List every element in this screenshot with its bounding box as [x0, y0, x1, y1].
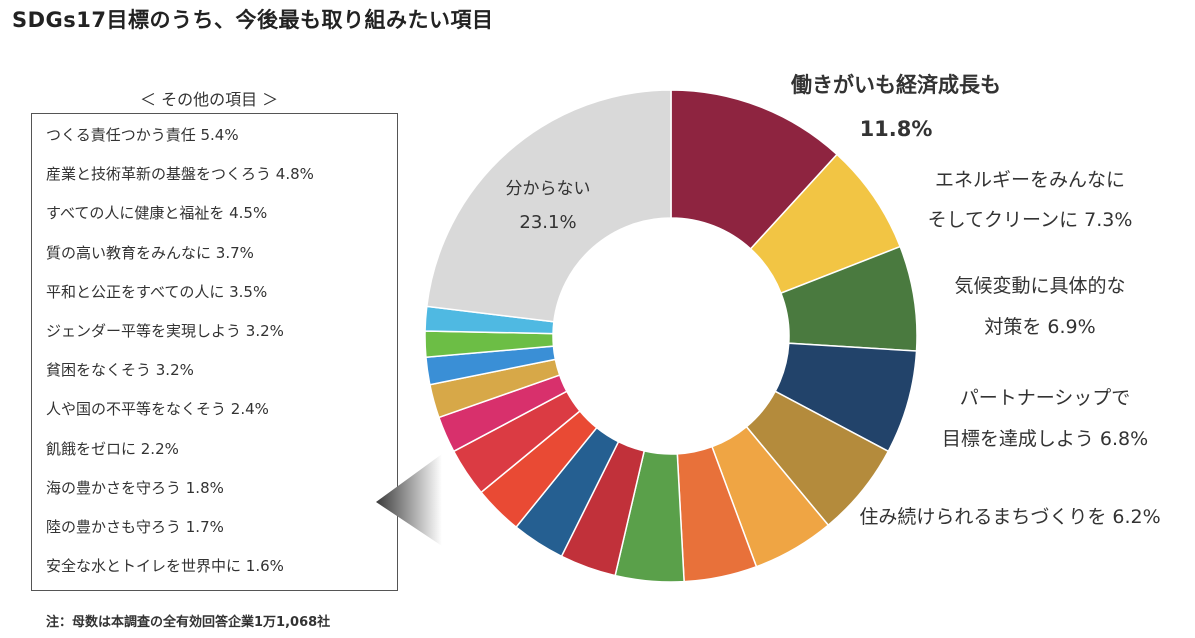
footnote: 注：母数は本調査の全有効回答企業1万1,068社 — [46, 615, 331, 630]
donut-slice — [425, 89, 672, 323]
slice-label: 対策を 6.9% — [984, 316, 1095, 338]
slice-label: 目標を達成しよう 6.8% — [942, 428, 1148, 450]
other-item: 安全な水とトイレを世界中に 1.6% — [46, 557, 284, 576]
slice-label: そしてクリーンに 7.3% — [928, 209, 1133, 231]
other-items-heading: ＜ その他の項目 ＞ — [140, 90, 279, 109]
slice-label: パートナーシップで — [960, 387, 1131, 409]
chart-title: SDGs17目標のうち、今後最も取り組みたい項目 — [12, 8, 494, 32]
slice-label: エネルギーをみんなに — [935, 169, 1125, 191]
other-item: つくる責任つかう責任 5.4% — [46, 126, 239, 144]
other-item: 飢餓をゼロに 2.2% — [46, 439, 179, 458]
slice-label: 11.8% — [860, 117, 933, 141]
other-item: 平和と公正をすべての人に 3.5% — [46, 282, 268, 301]
other-item: ジェンダー平等を実現しよう 3.2% — [46, 322, 284, 340]
slice-label-inside: 23.1% — [519, 212, 576, 233]
other-item: 陸の豊かさも守ろう 1.7% — [46, 518, 224, 536]
slice-label: 働きがいも経済成長も — [790, 73, 1001, 97]
other-items-box: つくる責任つかう責任 5.4% 産業と技術革新の基盤をつくろう 4.8% すべての人… — [31, 113, 398, 591]
other-item: 産業と技術革新の基盤をつくろう 4.8% — [46, 165, 314, 184]
other-item: 海の豊かさを守ろう 1.8% — [46, 478, 224, 497]
other-item: 貧困をなくそう 3.2% — [46, 361, 194, 380]
slice-label: 気候変動に具体的な — [954, 275, 1125, 297]
slice-label-inside: 分からない — [506, 179, 591, 199]
other-item: 人や国の不平等をなくそう 2.4% — [46, 400, 269, 419]
other-item: すべての人に健康と福祉を 4.5% — [46, 204, 268, 223]
pointer-wedge — [376, 454, 442, 546]
slice-label: 住み続けられるまちづくりを 6.2% — [859, 506, 1160, 528]
other-item: 質の高い教育をみんなに 3.7% — [46, 243, 254, 262]
